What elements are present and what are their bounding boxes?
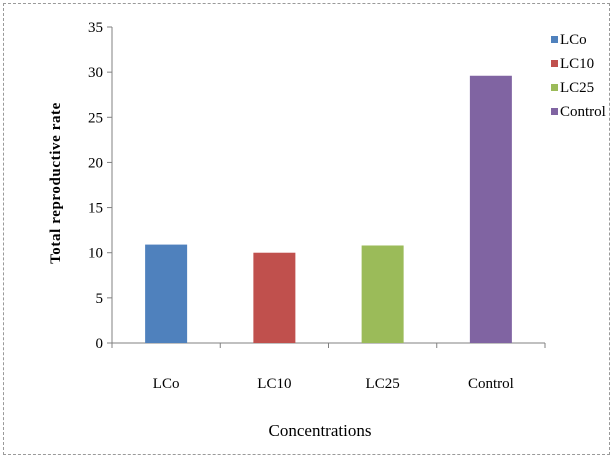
bar-lc10 bbox=[253, 252, 296, 343]
y-tick-label: 25 bbox=[88, 110, 103, 126]
y-tick-label: 10 bbox=[88, 246, 103, 262]
x-axis-title: Concentrations bbox=[269, 421, 372, 440]
y-tick-label: 20 bbox=[88, 155, 103, 171]
y-tick-label: 30 bbox=[88, 65, 103, 81]
legend-swatch bbox=[551, 108, 558, 115]
bar-control bbox=[469, 75, 512, 344]
x-tick-label: LC25 bbox=[366, 376, 400, 392]
bar-lc25 bbox=[361, 245, 404, 343]
legend-label: LC10 bbox=[560, 56, 594, 72]
y-tick-label: 15 bbox=[88, 201, 103, 217]
x-tick-label: LCo bbox=[153, 376, 180, 392]
legend-label: LCo bbox=[560, 32, 587, 48]
legend: LCo LC10 LC25 Control bbox=[551, 32, 606, 120]
y-tick-label: 0 bbox=[96, 336, 104, 352]
x-tick-label: LC10 bbox=[257, 376, 291, 392]
legend-swatch bbox=[551, 36, 558, 43]
y-axis: 0 5 10 15 20 25 30 35 bbox=[88, 20, 113, 352]
legend-swatch bbox=[551, 84, 558, 91]
y-tick-label: 5 bbox=[96, 291, 104, 307]
legend-swatch bbox=[551, 60, 558, 67]
bar-lco bbox=[145, 244, 188, 343]
x-axis: LCo LC10 LC25 Control bbox=[111, 342, 546, 392]
legend-label: Control bbox=[560, 104, 606, 120]
y-tick-label: 35 bbox=[88, 20, 103, 36]
y-axis-title: Total reproductive rate bbox=[48, 102, 64, 264]
legend-label: LC25 bbox=[560, 80, 594, 96]
x-tick-label: Control bbox=[468, 376, 514, 392]
bars bbox=[145, 75, 512, 344]
